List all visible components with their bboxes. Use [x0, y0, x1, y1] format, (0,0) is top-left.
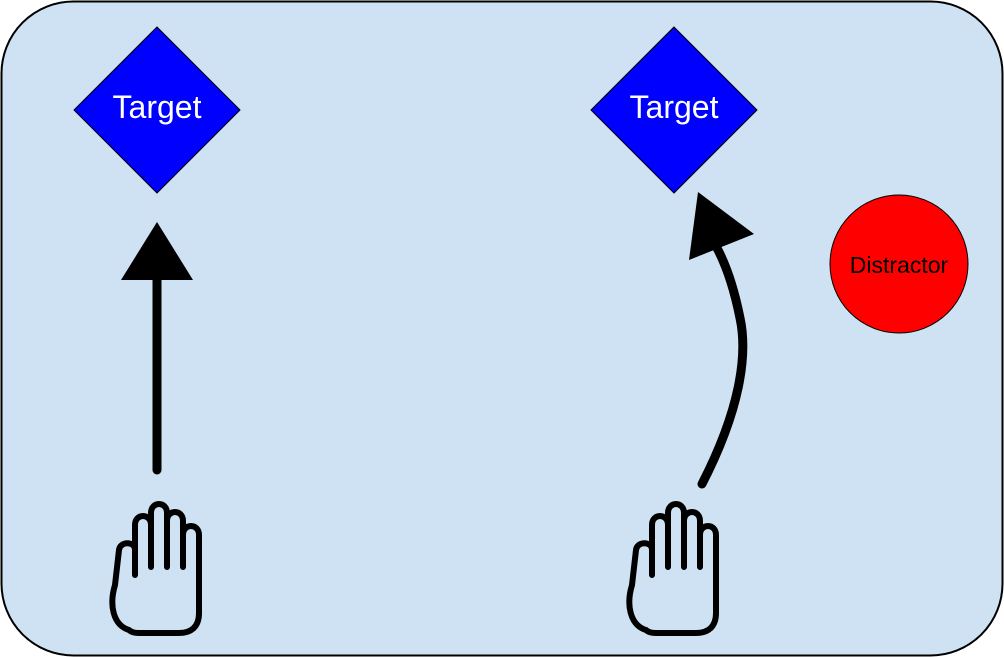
distractor: Distractor: [829, 194, 969, 334]
right-arrow-head: [689, 192, 754, 260]
distractor-circle: [829, 194, 969, 334]
left-target-label: Target: [113, 89, 202, 125]
left-target: Target: [73, 26, 241, 194]
left-straight-arrow: [121, 222, 193, 475]
distractor-label: Distractor: [850, 252, 949, 278]
left-target-diamond: [73, 26, 241, 194]
right-arrow-shaft: [697, 243, 748, 489]
right-curved-arrow: [689, 192, 754, 489]
right-target-label: Target: [630, 89, 719, 125]
right-target-diamond: [590, 26, 758, 194]
right-target: Target: [590, 26, 758, 194]
left-arrow-head: [121, 222, 193, 280]
